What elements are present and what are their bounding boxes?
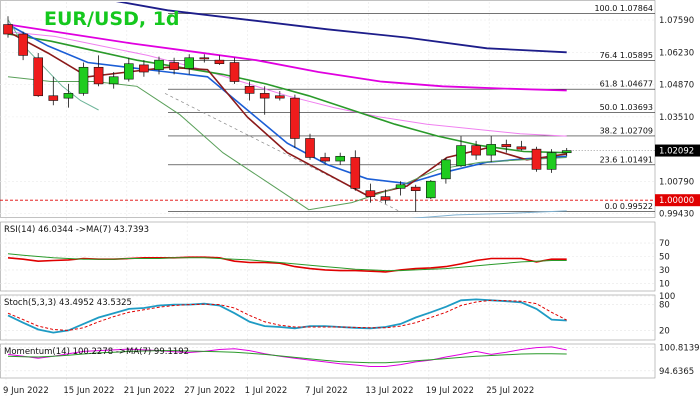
bearish-candle — [305, 138, 315, 158]
bearish-candle — [3, 24, 13, 35]
bearish-candle — [380, 196, 391, 201]
price-tick-label: 0.99430 — [659, 210, 694, 220]
fib-level-label: 61.8 1.04677 — [600, 80, 653, 89]
bullish-candle — [486, 144, 497, 156]
indicator-tick-label: 20 — [659, 326, 670, 336]
bullish-candle — [63, 93, 74, 99]
bearish-candle — [471, 145, 481, 156]
fib-level-label: 0.0 0.99522 — [605, 202, 653, 211]
bearish-candle — [259, 93, 270, 99]
date-tick-label: 1 Jul 2022 — [245, 386, 288, 396]
indicator-label: Momentum(14) 100.2278 ->MA(7) 99.1192 — [4, 347, 189, 357]
indicator-tick-label: 10 — [659, 279, 670, 289]
bullish-candle — [561, 150, 572, 154]
bearish-candle — [320, 157, 330, 162]
date-axis: 9 Jun 2022 15 Jun 2022 21 Jun 2022 27 Jun 2… — [3, 386, 534, 396]
bullish-candle — [395, 184, 406, 189]
indicator-series-line — [7, 346, 567, 367]
bullish-candle — [335, 155, 346, 162]
bullish-candle — [154, 59, 164, 70]
indicator-series-line — [7, 253, 567, 272]
bearish-candle — [199, 57, 210, 60]
fib-level-label: 100.0 1.07864 — [594, 4, 653, 13]
date-tick-label: 21 Jun 2022 — [124, 386, 175, 396]
price-tick-label: 1.00790 — [659, 177, 694, 187]
bearish-candle — [33, 57, 44, 97]
bullish-candle — [78, 66, 89, 94]
date-tick-label: 25 Jul 2022 — [486, 386, 534, 396]
indicator-tick-label: 80 — [659, 301, 670, 311]
indicator-label: Stoch(5,3,3) 43.4952 43.5325 — [4, 298, 132, 308]
bearish-candle — [169, 62, 179, 70]
bearish-candle — [501, 144, 512, 148]
bullish-candle — [108, 76, 119, 85]
indicator-tick-label: 50 — [659, 253, 670, 263]
price-tick-label: 1.04870 — [659, 81, 694, 91]
parity-price-tag — [655, 194, 700, 207]
bearish-candle — [290, 97, 300, 139]
chart-title: EUR/USD, 1d — [44, 8, 180, 30]
bearish-candle — [18, 33, 28, 56]
price-tick-label: 1.06230 — [659, 48, 694, 58]
bearish-candle — [244, 85, 255, 94]
bearish-candle — [516, 146, 527, 150]
indicator-tick-label: 100 — [659, 292, 675, 302]
bearish-candle — [48, 95, 59, 101]
main-panel-grid — [0, 0, 656, 397]
bearish-candle — [229, 62, 240, 82]
indicator-tick-label: 30 — [659, 266, 670, 276]
moving-average-line — [115, 2, 567, 54]
bullish-candle — [546, 152, 557, 170]
bullish-candle — [124, 63, 134, 80]
bullish-candle — [425, 180, 436, 199]
bearish-candle — [93, 66, 104, 85]
fib-level-label: 23.6 1.01491 — [600, 155, 653, 164]
moving-average-line — [7, 23, 567, 92]
fibonacci-levels: 100.0 1.07864 76.4 1.05895 61.8 1.04677 50.… — [0, 4, 655, 212]
indicator-series-line — [7, 350, 567, 364]
bullish-candle — [441, 159, 451, 180]
bearish-candle — [274, 95, 285, 99]
fib-level-label: 50.0 1.03693 — [600, 103, 653, 112]
date-tick-label: 13 Jul 2022 — [365, 386, 413, 396]
moving-average-line — [7, 33, 567, 154]
candlestick-series — [3, 16, 572, 212]
bearish-candle — [139, 64, 149, 73]
price-tick-label: 1.03510 — [659, 113, 694, 123]
main-panel-frame — [0, 0, 656, 218]
current-price-tag — [655, 144, 700, 157]
indicator-panel-frame — [0, 294, 656, 341]
indicator-label: RSI(14) 46.0344 ->MA(7) 43.7393 — [4, 225, 149, 235]
fib-level-label: 76.4 1.05895 — [600, 51, 653, 60]
parity-price-tag-label: 1.00000 — [659, 196, 694, 206]
indicator-tick-label: 70 — [659, 239, 670, 249]
current-price-tag-label: 1.02092 — [659, 147, 694, 157]
indicator-series-line — [7, 298, 567, 334]
price-axis: 1.07590 1.06230 1.04870 1.03510 1.00790 0.994… — [566, 16, 700, 220]
date-tick-label: 9 Jun 2022 — [3, 386, 49, 396]
indicator-panel-frame — [0, 343, 656, 379]
bearish-candle — [531, 148, 542, 170]
bearish-candle — [365, 190, 376, 197]
moving-average-line — [409, 210, 567, 218]
bearish-candle — [214, 59, 225, 65]
moving-average-line — [7, 23, 567, 185]
date-tick-label: 7 Jul 2022 — [305, 386, 348, 396]
date-tick-label: 15 Jun 2022 — [63, 386, 114, 396]
price-tick-label: 1.07590 — [659, 16, 694, 26]
moving-average-line — [7, 31, 567, 137]
date-tick-label: 19 Jul 2022 — [426, 386, 474, 396]
fib-level-label: 38.2 1.02709 — [600, 126, 653, 135]
bearish-candle — [350, 157, 361, 189]
indicator-panels: 70 50 30 10 RSI(14) 46.0344 ->MA(7) 43.7393 1… — [0, 221, 700, 379]
bullish-candle — [184, 57, 194, 69]
bullish-candle — [456, 145, 466, 167]
date-tick-label: 27 Jun 2022 — [184, 386, 235, 396]
fib-trend-line — [164, 93, 401, 212]
bearish-candle — [410, 186, 421, 192]
indicator-series-line — [7, 299, 567, 331]
indicator-tick-label: 100.8139 — [659, 344, 700, 354]
indicator-tick-label: 94.6365 — [659, 367, 694, 377]
